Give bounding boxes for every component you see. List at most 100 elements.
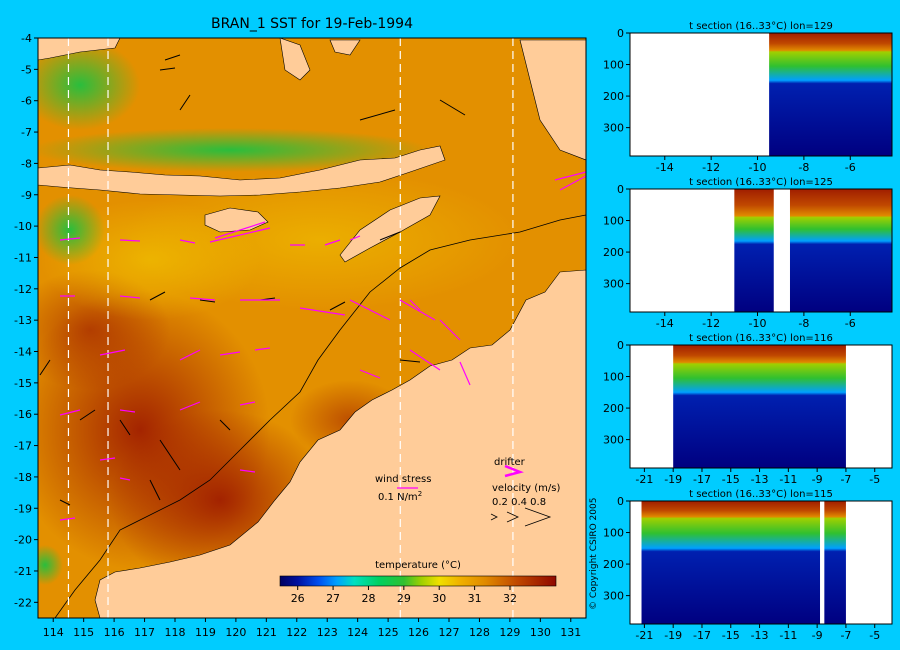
map-frame [37,37,587,619]
map-x-tick-label: 121 [256,626,277,639]
section-x-tick-label: -11 [779,473,797,486]
colorbar-tick-label: 30 [432,592,446,605]
wind-stress-scale: 0.1 N/m2 [378,490,422,503]
section-x-tick-label: -19 [664,473,682,486]
section-x-tick-label: -7 [840,629,851,642]
drifter-arrow [504,464,524,478]
map-x-tick-label: 129 [499,626,520,639]
map-x-tick-label: 127 [439,626,460,639]
section-y-tick-label: 0 [617,339,624,352]
section-title: t section (16..33°C) lon=116 [689,333,833,344]
map-y-tick-label: -5 [21,63,32,76]
colorbar-tick-label: 26 [291,592,305,605]
section-x-tick-label: -12 [702,317,720,330]
map-x-tick-label: 126 [408,626,429,639]
section-title: t section (16..33°C) lon=115 [689,489,833,500]
section-y-tick-label: 200 [603,90,624,103]
map-x-tick-label: 125 [378,626,399,639]
section-y-tick-label: 0 [617,495,624,508]
section-title: t section (16..33°C) lon=125 [689,177,833,188]
section-y-tick-label: 100 [603,59,624,72]
colorbar-ramp [279,575,557,587]
map-y-tick-label: -14 [14,346,32,359]
section-y-tick-label: 300 [603,590,624,603]
land-north-islands [279,38,586,161]
section-y-tick-label: 200 [603,558,624,571]
velocity-label: velocity (m/s) [492,483,560,494]
velocity-vectors [59,171,586,521]
section-panel-2: t section (16..33°C) lon=125 -14 -12 -10 -8 -… [603,177,893,330]
section-x-tick-label: -10 [749,317,767,330]
section-frame [629,32,893,157]
no-data-region [820,501,825,624]
wind-stress-scale-base: 0.1 N/m [378,492,418,503]
map-y-axis: -4 -5 -6 -7 -8 -9 -10 -11 -12 -13 -14 -15 -16 -17 -18 -… [14,32,38,609]
section-x-tick-label: -15 [722,629,740,642]
section-x-tick-label: -12 [702,161,720,174]
map-y-tick-label: -18 [14,471,32,484]
colorbar-tick-label: 28 [361,592,375,605]
wind-stress-scale-exp: 2 [418,490,422,498]
section-x-tick-label: -9 [812,629,823,642]
section-x-tick-label: -15 [722,473,740,486]
map-x-tick-label: 122 [286,626,307,639]
section-x-tick-label: -14 [656,317,674,330]
no-data-region [630,33,770,156]
section-x-tick-label: -13 [751,629,769,642]
map-x-tick-label: 117 [134,626,155,639]
no-data-region [773,189,790,312]
section-y-tick-label: 0 [617,183,624,196]
map-x-tick-label: 124 [347,626,368,639]
section-y-tick-label: 100 [603,527,624,540]
section-frame [629,188,893,313]
section-x-tick-label: -6 [845,317,856,330]
colorbar: temperature (°C) 26 27 28 29 30 31 32 [279,560,557,605]
no-data-region [630,501,642,624]
map-y-tick-label: -9 [21,189,32,202]
shelf-contour [54,214,586,618]
section-x-tick-label: -13 [751,473,769,486]
section-x-tick-label: -21 [635,629,653,642]
land-borneo-tip [38,38,121,61]
map-x-tick-label: 116 [104,626,125,639]
map-y-tick-label: -19 [14,502,32,515]
section-y-tick-label: 300 [603,278,624,291]
map-legend: wind stress 0.1 N/m2 drifter velocity (m… [375,457,560,527]
colorbar-tick-label: 29 [397,592,411,605]
map-x-tick-label: 118 [165,626,186,639]
map-x-axis: 114 115 116 117 118 119 120 121 122 123 124 125 126 1… [43,618,581,639]
map-x-tick-label: 123 [317,626,338,639]
section-x-tick-label: -5 [869,629,880,642]
section-lines [67,38,514,618]
land-australia [94,269,586,618]
map-x-tick-label: 119 [195,626,216,639]
no-data-region [630,189,735,312]
section-y-tick-label: 300 [603,122,624,135]
section-panel-3: t section (16..33°C) lon=116 -21 -19 -17 -15… [603,333,893,486]
map-y-tick-label: -20 [14,534,32,547]
section-panel-1: t section (16..33°C) lon=129 -14 -12 -10 -8 -… [603,21,893,174]
section-panel-4: t section (16..33°C) lon=115 -21 -19 -17 -15… [603,489,893,642]
section-panels: t section (16..33°C) lon=129 -14 -12 -10 -8 -… [603,21,893,642]
map-x-tick-label: 115 [73,626,94,639]
section-y-tick-label: 200 [603,402,624,415]
section-y-tick-label: 0 [617,27,624,40]
section-x-tick-label: -6 [845,161,856,174]
section-x-tick-label: -7 [840,473,851,486]
no-data-region [845,345,892,468]
section-x-tick-label: -17 [693,473,711,486]
drifter-label: drifter [494,457,526,468]
no-data-region [630,345,674,468]
section-x-tick-label: -8 [798,161,809,174]
section-y-tick-label: 100 [603,215,624,228]
map-y-tick-label: -21 [14,565,32,578]
wind-stress-vectors [39,54,466,506]
section-y-tick-label: 300 [603,434,624,447]
colorbar-tick-label: 31 [468,592,482,605]
section-x-tick-label: -8 [798,317,809,330]
wind-stress-label: wind stress [375,474,431,485]
map-title: BRAN_1 SST for 19-Feb-1994 [211,16,413,32]
land-sunda-islands [38,145,446,197]
copyright-notice: © Copyright CSIRO 2005 [589,498,599,610]
velocity-arrows [490,507,552,527]
